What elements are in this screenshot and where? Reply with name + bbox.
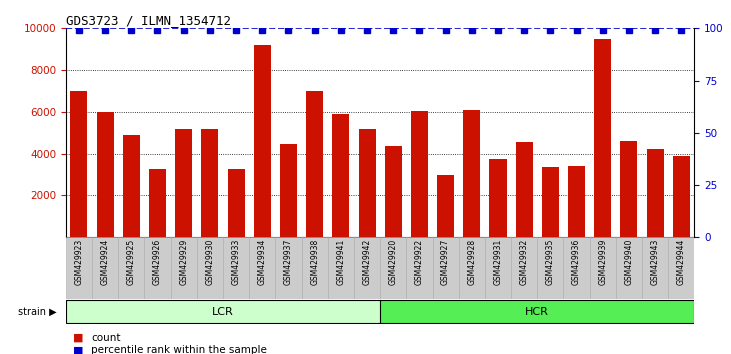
Bar <box>568 166 585 237</box>
Bar <box>647 149 664 237</box>
Bar <box>92 237 118 299</box>
Bar <box>354 237 380 299</box>
Text: GSM429938: GSM429938 <box>310 239 319 285</box>
Bar <box>463 110 480 237</box>
Text: count: count <box>91 333 121 343</box>
Bar <box>673 156 690 237</box>
Bar <box>515 142 533 237</box>
Text: GDS3723 / ILMN_1354712: GDS3723 / ILMN_1354712 <box>66 14 231 27</box>
Bar <box>149 169 166 237</box>
Text: GSM429942: GSM429942 <box>363 239 371 285</box>
Text: GSM429924: GSM429924 <box>101 239 110 285</box>
Text: GSM429930: GSM429930 <box>205 239 214 285</box>
Text: GSM429929: GSM429929 <box>179 239 188 285</box>
Bar <box>145 237 170 299</box>
Bar <box>380 300 694 323</box>
Bar <box>668 237 694 299</box>
Text: GSM429943: GSM429943 <box>651 239 659 285</box>
Text: ■: ■ <box>73 333 83 343</box>
Bar <box>594 39 611 237</box>
Bar <box>511 237 537 299</box>
Bar <box>306 91 323 237</box>
Bar <box>327 237 354 299</box>
Bar <box>170 237 197 299</box>
Text: LCR: LCR <box>212 307 234 316</box>
Text: GSM429931: GSM429931 <box>493 239 502 285</box>
Bar <box>358 129 376 237</box>
Bar <box>437 175 454 237</box>
Bar <box>621 141 637 237</box>
Bar <box>564 237 590 299</box>
Text: ■: ■ <box>73 346 83 354</box>
Bar <box>123 135 140 237</box>
Text: strain ▶: strain ▶ <box>18 307 57 316</box>
Bar <box>433 237 459 299</box>
Bar <box>175 129 192 237</box>
Bar <box>411 111 428 237</box>
Text: GSM429934: GSM429934 <box>258 239 267 285</box>
Bar <box>485 237 511 299</box>
Bar <box>642 237 668 299</box>
Bar <box>223 237 249 299</box>
Text: GSM429940: GSM429940 <box>624 239 634 285</box>
Bar <box>197 237 223 299</box>
Bar <box>385 146 402 237</box>
Bar <box>301 237 327 299</box>
Bar <box>276 237 301 299</box>
Bar <box>201 129 219 237</box>
Text: HCR: HCR <box>526 307 549 316</box>
Bar <box>590 237 616 299</box>
Text: GSM429925: GSM429925 <box>126 239 136 285</box>
Text: percentile rank within the sample: percentile rank within the sample <box>91 346 268 354</box>
Bar <box>254 45 270 237</box>
Text: GSM429935: GSM429935 <box>546 239 555 285</box>
Bar <box>616 237 642 299</box>
Bar <box>333 114 349 237</box>
Text: GSM429932: GSM429932 <box>520 239 529 285</box>
Bar <box>227 169 245 237</box>
Text: GSM429920: GSM429920 <box>389 239 398 285</box>
Bar <box>66 300 380 323</box>
Bar <box>70 91 88 237</box>
Bar <box>542 167 559 237</box>
Bar <box>459 237 485 299</box>
Text: GSM429936: GSM429936 <box>572 239 581 285</box>
Bar <box>537 237 564 299</box>
Bar <box>490 159 507 237</box>
Text: GSM429922: GSM429922 <box>415 239 424 285</box>
Text: GSM429927: GSM429927 <box>441 239 450 285</box>
Text: GSM429926: GSM429926 <box>153 239 162 285</box>
Text: GSM429933: GSM429933 <box>232 239 240 285</box>
Text: GSM429944: GSM429944 <box>677 239 686 285</box>
Bar <box>380 237 406 299</box>
Text: GSM429928: GSM429928 <box>467 239 477 285</box>
Bar <box>280 144 297 237</box>
Text: GSM429937: GSM429937 <box>284 239 293 285</box>
Text: GSM429923: GSM429923 <box>75 239 83 285</box>
Text: GSM429939: GSM429939 <box>598 239 607 285</box>
Bar <box>406 237 433 299</box>
Text: GSM429941: GSM429941 <box>336 239 345 285</box>
Bar <box>96 112 113 237</box>
Bar <box>118 237 144 299</box>
Bar <box>66 237 92 299</box>
Bar <box>249 237 276 299</box>
